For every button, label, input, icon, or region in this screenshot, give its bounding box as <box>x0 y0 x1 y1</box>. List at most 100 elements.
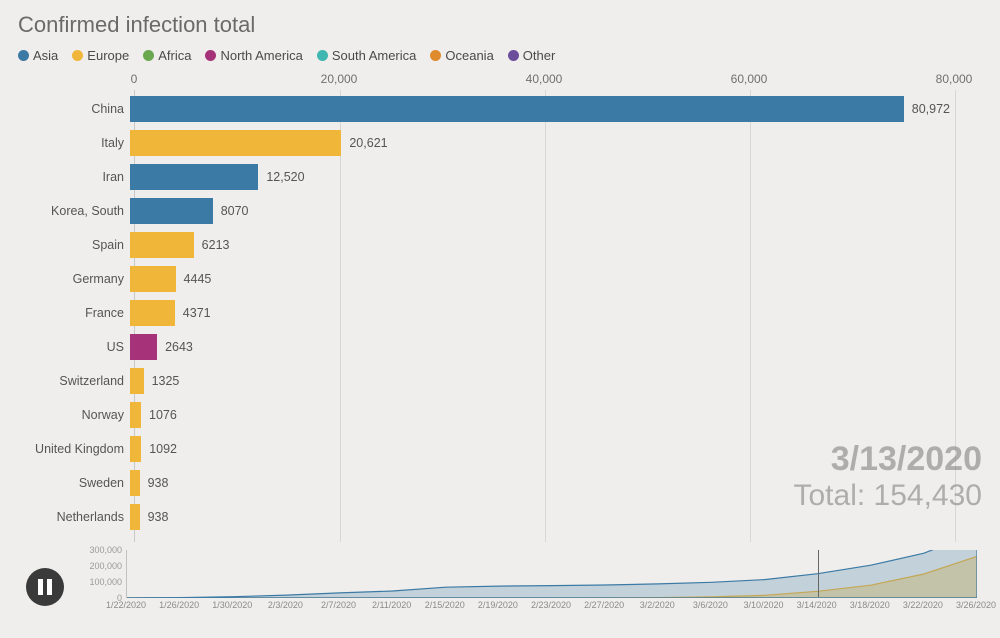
sparkline-date: 2/7/2020 <box>321 600 356 610</box>
bar[interactable] <box>130 96 904 122</box>
legend-swatch <box>317 50 328 61</box>
legend-item[interactable]: Oceania <box>430 48 493 63</box>
sparkline-date: 1/30/2020 <box>212 600 252 610</box>
bar[interactable] <box>130 436 141 462</box>
bar[interactable] <box>130 266 176 292</box>
x-tick: 60,000 <box>731 72 768 86</box>
bar-label: France <box>18 306 130 320</box>
bar-row: France 4371 <box>18 296 982 330</box>
bar-label: Germany <box>18 272 130 286</box>
sparkline-date: 3/22/2020 <box>903 600 943 610</box>
bar-label: Iran <box>18 170 130 184</box>
sparkline-date: 1/26/2020 <box>159 600 199 610</box>
legend-label: Africa <box>158 48 191 63</box>
sparkline-date: 3/26/2020 <box>956 600 996 610</box>
legend-item[interactable]: Africa <box>143 48 191 63</box>
x-tick: 40,000 <box>526 72 563 86</box>
sparkline-date: 3/10/2020 <box>743 600 783 610</box>
bar-value: 12,520 <box>266 170 304 184</box>
legend-swatch <box>72 50 83 61</box>
bar-row: Iran 12,520 <box>18 160 982 194</box>
bar-label: Sweden <box>18 476 130 490</box>
sparkline[interactable]: 1/22/20201/26/20201/30/20202/3/20202/7/2… <box>78 550 978 606</box>
legend-label: Europe <box>87 48 129 63</box>
barchart-plot: 020,00040,00060,00080,000 China80,972Ita… <box>18 72 982 542</box>
legend-item[interactable]: North America <box>205 48 302 63</box>
legend-item[interactable]: Asia <box>18 48 58 63</box>
legend-item[interactable]: Other <box>508 48 556 63</box>
bar[interactable] <box>130 470 140 496</box>
x-tick: 0 <box>131 72 138 86</box>
legend-item[interactable]: Europe <box>72 48 129 63</box>
timeline-cursor[interactable] <box>818 550 819 597</box>
pause-icon <box>38 579 52 595</box>
sparkline-ytick: 0 <box>78 593 122 603</box>
bar-value: 4445 <box>184 272 212 286</box>
bar[interactable] <box>130 164 258 190</box>
sparkline-date: 2/27/2020 <box>584 600 624 610</box>
legend-label: South America <box>332 48 417 63</box>
bar[interactable] <box>130 300 175 326</box>
bar-value: 1076 <box>149 408 177 422</box>
bar-label: Netherlands <box>18 510 130 524</box>
bars-container: China80,972Italy20,621 Iran 12,520 Korea, S… <box>18 92 982 534</box>
bar[interactable] <box>130 504 140 530</box>
legend-label: North America <box>220 48 302 63</box>
bar-label: Switzerland <box>18 374 130 388</box>
x-tick: 80,000 <box>936 72 973 86</box>
legend-swatch <box>205 50 216 61</box>
bar-value: 4371 <box>183 306 211 320</box>
bar-label: Korea, South <box>18 204 130 218</box>
bar-row: US 2643 <box>18 330 982 364</box>
bar-value: 20,621 <box>349 136 387 150</box>
legend-swatch <box>143 50 154 61</box>
sparkline-ytick: 300,000 <box>78 545 122 555</box>
legend-label: Other <box>523 48 556 63</box>
chart-title: Confirmed infection total <box>18 12 255 38</box>
bar-value: 2643 <box>165 340 193 354</box>
sparkline-ytick: 200,000 <box>78 561 122 571</box>
bar-value: 1325 <box>152 374 180 388</box>
bar-row: China80,972 <box>18 92 982 126</box>
sparkline-svg <box>127 550 977 598</box>
bar-value: 1092 <box>149 442 177 456</box>
bar-value: 80,972 <box>912 102 950 116</box>
bar-row: Spain 6213 <box>18 228 982 262</box>
legend-swatch <box>430 50 441 61</box>
bar-label: United Kingdom <box>18 442 130 456</box>
bar-row: Netherlands 938 <box>18 500 982 534</box>
sparkline-date: 2/11/2020 <box>372 600 411 610</box>
bar[interactable] <box>130 198 213 224</box>
sparkline-date: 2/15/2020 <box>425 600 465 610</box>
bar[interactable] <box>130 334 157 360</box>
sparkline-date: 3/18/2020 <box>850 600 890 610</box>
legend-item[interactable]: South America <box>317 48 417 63</box>
bar-row: Norway1076 <box>18 398 982 432</box>
bar-value: 938 <box>148 476 169 490</box>
x-axis: 020,00040,00060,00080,000 <box>134 72 954 90</box>
bar[interactable] <box>130 402 141 428</box>
sparkline-dates: 1/22/20201/26/20201/30/20202/3/20202/7/2… <box>126 600 976 614</box>
bar-label: US <box>18 340 130 354</box>
sparkline-date: 2/23/2020 <box>531 600 571 610</box>
bar-row: United Kingdom 1092 <box>18 432 982 466</box>
bar[interactable] <box>130 130 341 156</box>
sparkline-date: 2/3/2020 <box>268 600 303 610</box>
sparkline-series <box>127 550 977 598</box>
legend-label: Oceania <box>445 48 493 63</box>
bar-value: 6213 <box>202 238 230 252</box>
legend: Asia Europe Africa North America South Ameri… <box>18 48 555 63</box>
bar-row: Italy20,621 <box>18 126 982 160</box>
bar-label: Spain <box>18 238 130 252</box>
bar[interactable] <box>130 368 144 394</box>
sparkline-date: 3/14/2020 <box>797 600 837 610</box>
bar-row: Germany 4445 <box>18 262 982 296</box>
timeline: 1/22/20201/26/20201/30/20202/3/20202/7/2… <box>18 550 982 630</box>
sparkline-date: 3/6/2020 <box>693 600 728 610</box>
bar[interactable] <box>130 232 194 258</box>
sparkline-plot <box>126 550 976 598</box>
bar-value: 938 <box>148 510 169 524</box>
pause-button[interactable] <box>26 568 64 606</box>
bar-value: 8070 <box>221 204 249 218</box>
bar-row: Sweden 938 <box>18 466 982 500</box>
